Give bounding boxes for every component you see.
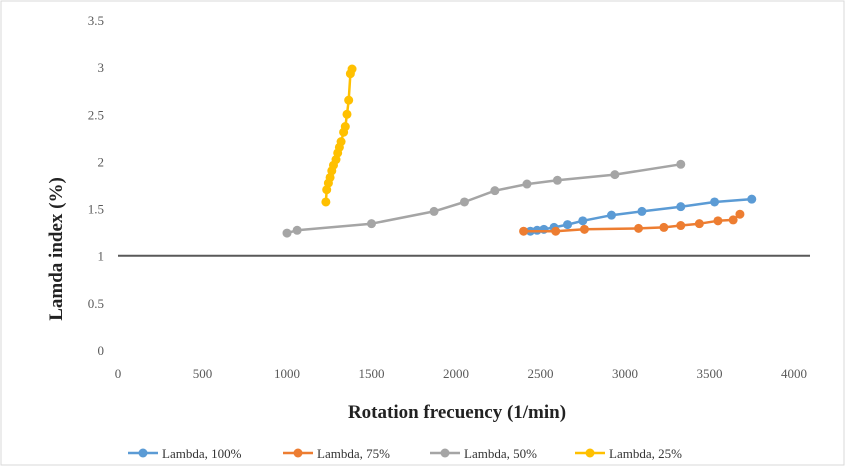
data-point — [347, 64, 357, 74]
legend-item: Lambda, 50% — [430, 446, 537, 461]
data-point — [282, 228, 292, 238]
x-tick-label: 1500 — [359, 366, 385, 381]
data-point — [676, 159, 686, 169]
x-tick-label: 1000 — [274, 366, 300, 381]
data-point — [606, 210, 616, 220]
data-point — [344, 95, 354, 105]
y-axis-title: Lamda index (%) — [46, 177, 67, 321]
data-point — [713, 216, 723, 226]
data-point — [340, 122, 350, 132]
y-tick-label: 3 — [98, 60, 105, 75]
data-point — [522, 179, 532, 189]
data-point — [539, 224, 549, 234]
data-point — [728, 215, 738, 225]
series-4 — [321, 64, 357, 207]
y-tick-label: 1.5 — [88, 202, 104, 217]
legend-swatch-marker — [293, 448, 303, 458]
series-layer — [282, 64, 757, 238]
data-point — [610, 170, 620, 180]
legend-label: Lambda, 100% — [162, 446, 242, 461]
x-axis-ticks: 0 500 1000 1500 2000 2500 3000 3500 4000 — [115, 366, 807, 381]
data-point — [563, 220, 573, 230]
y-tick-label: 3.5 — [88, 13, 104, 28]
data-point — [579, 224, 589, 234]
data-point — [634, 223, 644, 233]
legend-item: Lambda, 100% — [128, 446, 242, 461]
x-axis-title: Rotation frecuency (1/min) — [348, 402, 566, 423]
series-line — [286, 163, 681, 235]
legend-item: Lambda, 25% — [575, 446, 682, 461]
legend-label: Lambda, 50% — [464, 446, 537, 461]
data-point — [552, 175, 562, 185]
data-point — [676, 202, 686, 212]
x-tick-label: 3500 — [697, 366, 723, 381]
legend-label: Lambda, 25% — [609, 446, 682, 461]
y-tick-label: 0 — [98, 343, 105, 358]
legend: Lambda, 100% Lambda, 75% Lambda, 50% Lambda… — [128, 446, 682, 461]
data-point — [367, 219, 376, 229]
legend-swatch-marker — [440, 448, 450, 458]
legend-label: Lambda, 75% — [317, 446, 390, 461]
data-point — [342, 109, 352, 119]
x-tick-label: 2000 — [443, 366, 469, 381]
series-line — [523, 213, 741, 233]
series-3 — [282, 159, 686, 238]
data-point — [519, 226, 529, 236]
data-point — [694, 219, 704, 229]
x-tick-label: 2500 — [528, 366, 554, 381]
y-tick-label: 2 — [98, 154, 105, 169]
y-tick-label: 1 — [98, 249, 105, 264]
data-point — [551, 226, 561, 236]
data-point — [710, 197, 720, 207]
y-axis-ticks: 0 0.5 1 1.5 2 2.5 3 3.5 — [88, 13, 104, 358]
data-point — [336, 137, 346, 147]
legend-swatch-marker — [138, 448, 148, 458]
legend-swatch-marker — [585, 448, 595, 458]
series-2 — [519, 209, 745, 236]
x-tick-label: 0 — [115, 366, 122, 381]
data-point — [676, 221, 686, 231]
y-tick-label: 0.5 — [88, 296, 104, 311]
data-point — [637, 206, 647, 216]
y-tick-label: 2.5 — [88, 107, 104, 122]
legend-item: Lambda, 75% — [283, 446, 390, 461]
data-point — [659, 222, 669, 232]
data-point — [578, 216, 588, 226]
data-point — [459, 197, 469, 207]
x-tick-label: 4000 — [781, 366, 807, 381]
data-point — [321, 197, 331, 207]
data-point — [735, 209, 745, 219]
x-tick-label: 3000 — [612, 366, 638, 381]
x-tick-label: 500 — [193, 366, 213, 381]
data-point — [747, 194, 757, 204]
data-point — [292, 225, 302, 235]
data-point — [429, 206, 439, 216]
data-point — [490, 186, 500, 196]
